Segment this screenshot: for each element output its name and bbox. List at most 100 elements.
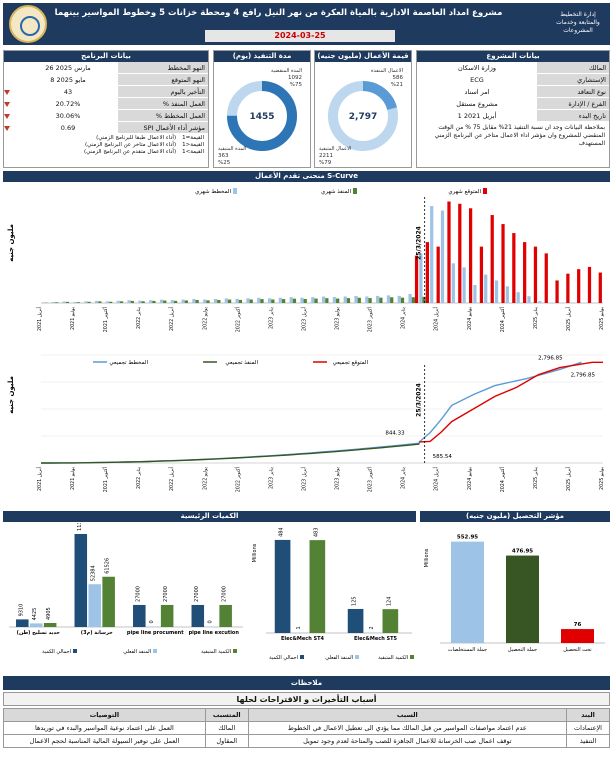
bar-actual — [163, 300, 167, 303]
notes-row: التنفيذ توقف اعمال صب الخرسانة للاعمال ال… — [3, 734, 610, 748]
qty-bar-label: 27000 — [163, 586, 169, 602]
mech-bar — [292, 632, 308, 633]
bar-planned — [203, 299, 207, 303]
x-tick-label: أكتوبر 2022 — [234, 306, 241, 332]
notes-cell: الإعتمادات — [566, 721, 610, 735]
project-panel: بيانات المشروع وزارة الاسكان المالك ECG الإ… — [416, 50, 610, 168]
bar-forecast — [544, 253, 548, 303]
program-row-label: العمل المخطط % — [118, 110, 208, 121]
x-tick-label: يناير 2024 — [401, 306, 407, 329]
qty-legend-swatch — [73, 649, 77, 653]
collection-bar — [561, 629, 594, 643]
bar-actual — [119, 301, 124, 303]
bar-actual — [379, 297, 383, 303]
x-tick-label: أكتوبر 2024 — [499, 306, 506, 332]
notes-cell: المالك — [204, 721, 249, 735]
x-tick-label: يوليو 2024 — [467, 466, 473, 490]
bar-planned — [365, 296, 369, 303]
mech-bar — [309, 540, 326, 633]
bar-planned — [343, 296, 347, 303]
bar-forecast — [566, 273, 570, 303]
bar-actual — [238, 299, 243, 303]
project-row-label: الفرع / الإدارة — [537, 98, 609, 109]
value-done-val: 586 — [393, 75, 404, 81]
x-tick-label: يناير 2022 — [136, 466, 142, 489]
x-tick-label: يوليو 2023 — [335, 466, 341, 490]
mech-legend-swatch — [355, 655, 359, 659]
value-panel: قيمة الأعمال (مليون جنيه) 2,797 الاعمال ا… — [314, 50, 412, 168]
qty-bar — [16, 619, 29, 627]
bar-planned — [159, 299, 164, 303]
department-name: إدارة التخطيط والمتابعة وخدمات المشروعات — [556, 11, 600, 34]
program-row: 8 مايو 2025 النهو المتوقع — [4, 74, 208, 86]
cum-forecast-line — [419, 361, 603, 443]
bar-forecast — [468, 208, 473, 303]
qty-legend-swatch — [153, 649, 157, 653]
notes-title: ملاحظات — [3, 676, 610, 690]
duration-rem-val: 363 — [218, 153, 229, 159]
x-tick-label: يناير 2023 — [268, 466, 274, 489]
qty-bar-label: 4425 — [32, 608, 38, 621]
program-row-value: 20.72% — [55, 100, 81, 108]
legend-label: المنفذ تجميعي — [225, 360, 258, 366]
bar-forecast — [490, 215, 494, 303]
x-tick-label: أكتوبر 2022 — [234, 466, 241, 492]
program-row: 20.72% العمل المنفذ % — [4, 98, 208, 110]
notes-cell: المقاول — [204, 734, 249, 748]
bar-forecast — [501, 224, 505, 303]
bar-planned — [311, 297, 315, 303]
duration-rem-label: المدة المتبقية — [218, 146, 246, 152]
x-tick-label: يوليو 2025 — [599, 466, 605, 490]
legend-label: المتوقع تجميعي — [333, 360, 369, 366]
bar-planned — [300, 297, 304, 303]
x-tick-label: أبريل 2023 — [300, 466, 307, 491]
x-tick-label: يوليو 2024 — [467, 306, 473, 330]
bar-actual — [390, 297, 394, 303]
arrow-down-icon — [4, 86, 18, 97]
program-row: 26 مارس 2025 النهو المخطط — [4, 62, 208, 74]
bar-actual — [411, 297, 415, 303]
bar-actual — [422, 296, 426, 303]
x-tick-label: يناير 2025 — [533, 466, 539, 489]
qty-legend-label: الكمية المتبقية — [201, 649, 231, 655]
program-row-value: 26 مارس 2025 — [45, 64, 91, 72]
bar-planned — [181, 299, 185, 303]
bar-actual — [325, 298, 329, 303]
qty-bar-label: 4905 — [46, 607, 52, 620]
bar-planned — [62, 301, 66, 303]
qty-bar-label: 27000 — [222, 586, 228, 602]
spi-legend-desc: (أداء الاعمال متقدم عن البرنامج الزمني) — [84, 149, 177, 155]
program-row: 43 التأخير باليوم — [4, 86, 208, 98]
bar-actual — [227, 299, 232, 303]
bar-actual — [303, 299, 307, 303]
mech-cat-label: Elec&Mech ST4 — [281, 636, 324, 642]
spi-legend-item: القيمة=1 (أداء الاعمال طبقا للبرنامج الزم… — [8, 135, 204, 142]
project-panel-title: بيانات المشروع — [417, 51, 609, 62]
qty-legend-label: اجمالي الكمية — [42, 649, 71, 655]
qty-bar-label: 61526 — [105, 558, 111, 574]
qty-bar-label: 0 — [149, 620, 155, 623]
arrow-down-icon — [4, 98, 18, 109]
qty-bar — [205, 626, 218, 627]
bar-actual — [336, 298, 340, 303]
mech-bar-label: 125 — [352, 596, 358, 606]
x-tick-label: أبريل 2021 — [36, 466, 43, 491]
program-panel-title: بيانات البرنامج — [4, 51, 208, 62]
qty-bar-label: 27000 — [194, 586, 200, 602]
x-tick-label: أبريل 2025 — [565, 466, 572, 491]
collection-bar-label: 552.95 — [457, 535, 478, 541]
program-row-value: 8 مايو 2025 — [50, 76, 86, 84]
collection-chart: Millions 552.95 جملة المستخلصات 476.95 جملة … — [424, 535, 605, 653]
qty-cat-label: pipe line procument — [127, 630, 184, 636]
bar-actual — [130, 300, 134, 303]
bar-planned — [484, 274, 488, 303]
x-tick-label: يوليو 2022 — [202, 306, 208, 330]
bar-forecast — [587, 266, 592, 303]
cumulative-line-chart: مليون جنيه المخطط تجميعي المنفذ تجميعي المت… — [7, 354, 605, 492]
mech-bar — [274, 539, 291, 633]
duration-panel-title: مدة التنفيذ (يوم) — [214, 51, 310, 62]
report-date: 2024-03-25 — [205, 30, 395, 42]
project-row-value: امر اسناد — [464, 88, 490, 96]
qty-bar-label: 52384 — [91, 565, 97, 581]
